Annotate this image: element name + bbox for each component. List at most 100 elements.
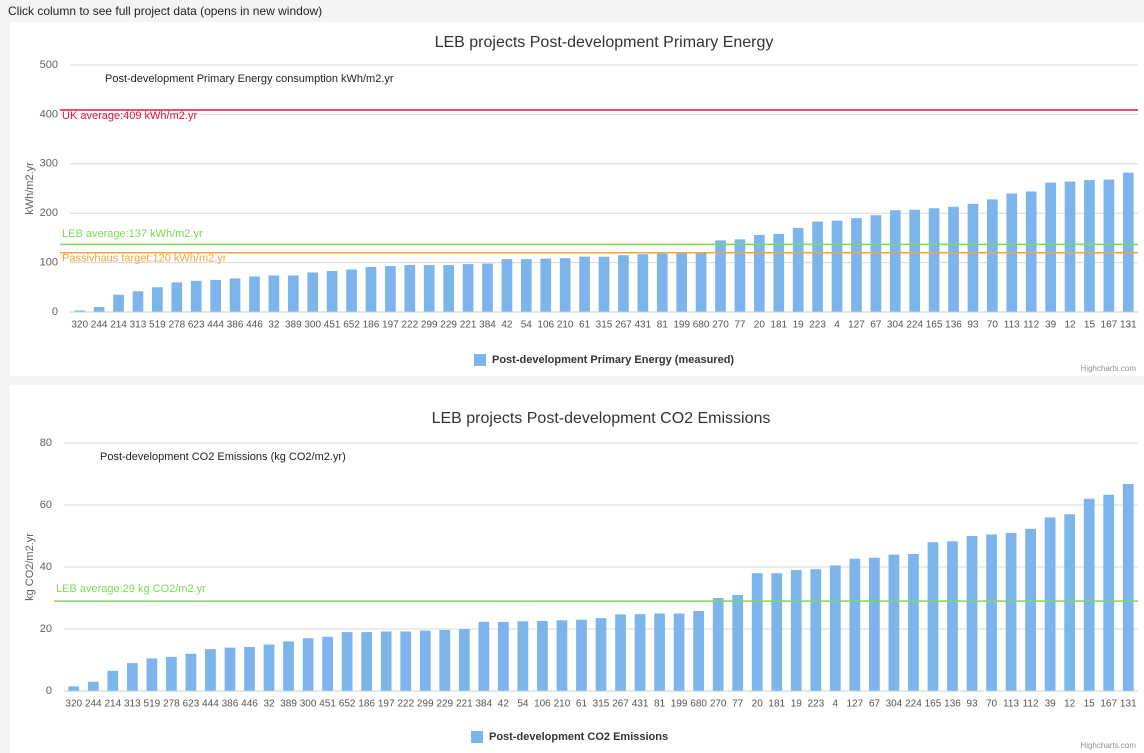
credits[interactable]: Highcharts.com: [1080, 364, 1136, 373]
bar[interactable]: [831, 220, 843, 312]
bar[interactable]: [132, 291, 144, 312]
bar[interactable]: [385, 266, 396, 312]
bar[interactable]: [1122, 172, 1134, 312]
bar[interactable]: [889, 210, 901, 312]
bar[interactable]: [462, 264, 474, 312]
bar[interactable]: [927, 542, 939, 691]
bar[interactable]: [146, 658, 158, 691]
bar[interactable]: [501, 259, 513, 312]
bar[interactable]: [1103, 179, 1115, 312]
bar[interactable]: [751, 573, 763, 691]
bar[interactable]: [341, 632, 353, 691]
bar[interactable]: [249, 276, 260, 312]
legend-swatch[interactable]: [471, 731, 483, 743]
bar[interactable]: [928, 208, 940, 312]
bar[interactable]: [987, 199, 998, 312]
bar[interactable]: [598, 256, 610, 312]
bar[interactable]: [676, 253, 688, 312]
legend-swatch[interactable]: [474, 354, 486, 366]
legend-label[interactable]: Post-development Primary Energy (measure…: [492, 354, 734, 366]
bar[interactable]: [166, 656, 177, 691]
bar[interactable]: [107, 670, 119, 691]
bar[interactable]: [268, 275, 280, 312]
bar[interactable]: [68, 686, 80, 691]
bar[interactable]: [579, 256, 590, 312]
bar[interactable]: [790, 570, 802, 691]
bar[interactable]: [287, 275, 299, 312]
bar[interactable]: [849, 558, 861, 691]
bar[interactable]: [986, 534, 997, 691]
bar[interactable]: [693, 611, 705, 691]
bar[interactable]: [869, 557, 880, 691]
bar[interactable]: [1083, 498, 1095, 691]
bar[interactable]: [210, 279, 221, 312]
bar[interactable]: [773, 233, 785, 312]
bar[interactable]: [909, 209, 921, 312]
bar[interactable]: [870, 215, 882, 312]
bar[interactable]: [283, 641, 294, 691]
bar[interactable]: [1025, 528, 1036, 691]
bar[interactable]: [947, 541, 958, 691]
bar[interactable]: [812, 221, 823, 312]
bar[interactable]: [361, 632, 373, 691]
bar[interactable]: [967, 203, 979, 312]
bar[interactable]: [966, 536, 978, 691]
bar[interactable]: [1044, 517, 1056, 691]
bar[interactable]: [810, 569, 822, 691]
bar[interactable]: [307, 272, 319, 312]
bar[interactable]: [224, 647, 236, 691]
bar[interactable]: [346, 269, 357, 312]
bar[interactable]: [634, 614, 646, 691]
bar[interactable]: [559, 258, 571, 312]
bar[interactable]: [771, 573, 783, 691]
bar[interactable]: [615, 614, 626, 691]
bar[interactable]: [113, 294, 124, 312]
bar[interactable]: [829, 565, 841, 691]
bar[interactable]: [185, 653, 197, 691]
bar[interactable]: [380, 631, 392, 691]
bar[interactable]: [1103, 494, 1115, 691]
bar[interactable]: [482, 263, 493, 312]
bar[interactable]: [404, 265, 416, 312]
credits[interactable]: Highcharts.com: [1080, 741, 1136, 750]
bar[interactable]: [851, 218, 862, 312]
bar[interactable]: [712, 598, 724, 691]
bar[interactable]: [244, 646, 255, 691]
bar[interactable]: [1122, 483, 1134, 691]
bar[interactable]: [540, 258, 552, 312]
bar[interactable]: [888, 554, 900, 691]
bar[interactable]: [537, 620, 548, 691]
bar[interactable]: [229, 278, 241, 312]
bar[interactable]: [365, 267, 377, 312]
bar[interactable]: [1064, 181, 1076, 312]
bar[interactable]: [1005, 532, 1017, 691]
bar[interactable]: [419, 630, 431, 691]
bar[interactable]: [263, 644, 275, 692]
bar[interactable]: [595, 618, 607, 691]
bar[interactable]: [87, 681, 99, 691]
bar[interactable]: [171, 282, 183, 312]
bar[interactable]: [618, 255, 629, 312]
bar[interactable]: [908, 553, 919, 691]
bar[interactable]: [734, 239, 746, 312]
bar[interactable]: [637, 254, 649, 312]
bar[interactable]: [478, 621, 490, 691]
bar[interactable]: [93, 307, 105, 312]
bar[interactable]: [754, 234, 765, 312]
bar[interactable]: [948, 206, 959, 312]
bar[interactable]: [654, 613, 665, 692]
bar[interactable]: [126, 663, 138, 691]
bar[interactable]: [792, 228, 804, 312]
bar[interactable]: [497, 621, 509, 691]
bar[interactable]: [556, 620, 568, 691]
bar[interactable]: [1064, 514, 1076, 691]
bar[interactable]: [673, 613, 685, 692]
bar[interactable]: [1025, 191, 1037, 312]
bar[interactable]: [656, 253, 668, 312]
bar[interactable]: [400, 631, 412, 691]
bar[interactable]: [576, 619, 587, 691]
bar[interactable]: [152, 287, 163, 312]
bar[interactable]: [326, 270, 338, 312]
bar[interactable]: [74, 310, 86, 312]
bar[interactable]: [190, 280, 202, 312]
